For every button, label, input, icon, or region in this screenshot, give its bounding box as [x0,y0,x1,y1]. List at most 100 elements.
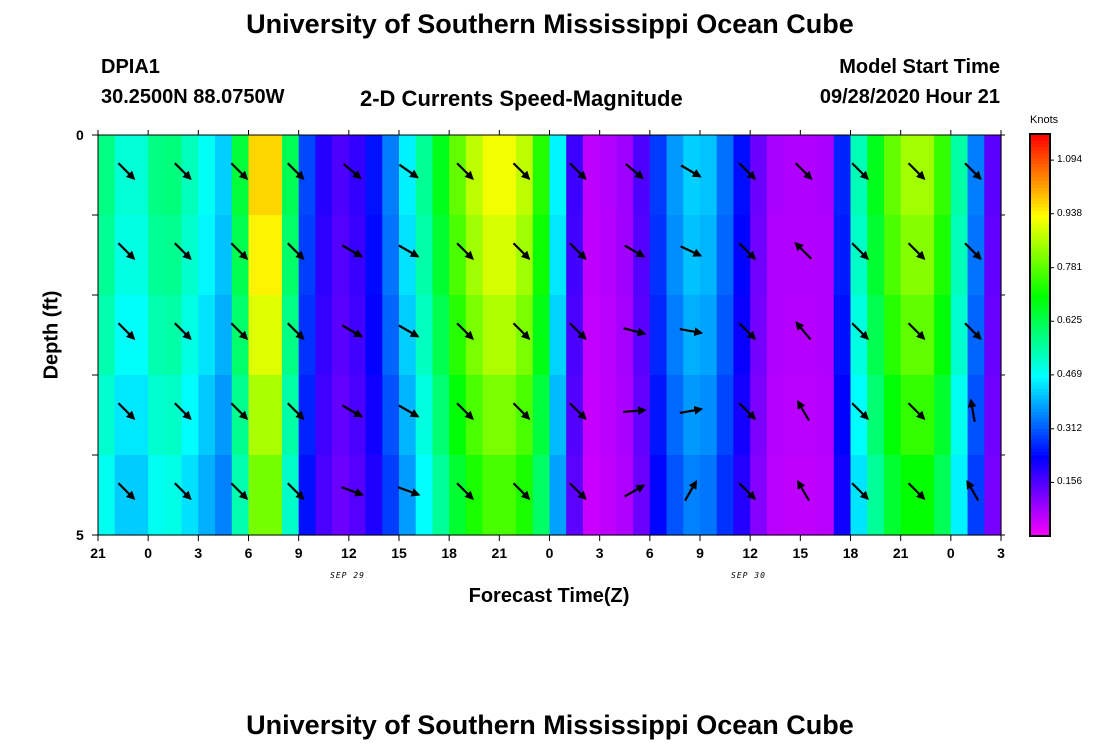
x-tick-label: 0 [946,545,955,561]
colorbar-swatch [1030,278,1050,282]
colorbar-swatch [1030,324,1050,329]
colorbar-swatch [1030,479,1050,483]
colorbar-swatch [1030,268,1050,272]
colorbar-swatch [1030,207,1050,212]
colorbar-swatch [1030,197,1050,202]
heat-cell [649,455,668,536]
heat-cell [950,215,969,296]
colorbar [1029,133,1054,537]
heat-cell [365,375,383,456]
heat-cell [98,455,116,536]
heat-cell [382,215,400,296]
heat-cell [281,375,300,456]
heat-cell [700,375,718,456]
colorbar-swatch [1030,154,1050,159]
colorbar-swatch [1030,251,1050,256]
current-vector [230,402,249,421]
colorbar-swatch [1030,274,1050,279]
current-vector [512,482,531,501]
heat-cell [465,215,484,296]
heat-cell [616,375,634,456]
current-vector [286,322,305,341]
colorbar-swatch [1030,432,1050,437]
heat-cell [817,215,835,296]
colorbar-swatch [1030,368,1050,373]
heat-cell [633,455,651,536]
colorbar-swatch [1030,345,1050,349]
colorbar-swatch [1030,472,1050,477]
heat-cell [432,375,450,456]
heat-cell [900,375,918,456]
heat-cell [482,295,500,376]
heat-cell [281,455,300,536]
colorbar-swatch [1030,455,1050,460]
heat-cell [783,215,801,296]
colorbar-swatch [1030,338,1050,343]
colorbar-swatch [1030,187,1050,192]
heat-cell [482,375,500,456]
heat-cell [716,295,735,376]
heat-cell [750,295,768,376]
colorbar-swatch [1030,405,1050,410]
heat-cell [750,215,768,296]
colorbar-swatch [1030,505,1050,510]
current-vector [456,242,474,261]
heat-cell [566,375,584,456]
heat-cell [231,375,250,456]
current-vector [341,486,364,497]
date-label-1: SEP 29 [330,571,365,580]
colorbar-swatch [1030,341,1050,346]
heat-cell [582,295,601,376]
colorbar-swatch [1030,525,1050,530]
heat-cell [248,455,266,536]
heat-cell [599,135,617,216]
heat-cell [449,295,467,376]
heat-cell [633,295,651,376]
colorbar-swatch [1030,184,1050,189]
current-vector [569,402,587,421]
heat-cell [934,455,952,536]
heat-cell [833,215,852,296]
heat-cell [131,455,149,536]
current-vector [738,482,757,501]
heat-cell [783,135,801,216]
colorbar-swatch [1030,529,1050,534]
heat-cell [867,135,885,216]
current-vector [680,164,702,178]
current-vector [964,162,982,181]
heat-cell [215,295,233,376]
heat-cell [582,455,601,536]
heat-cell [382,455,400,536]
current-vector [230,482,249,501]
x-tick-label: 3 [997,545,1005,561]
colorbar-swatch [1030,378,1050,383]
heat-cell [148,295,166,376]
heat-cell [465,455,484,536]
heat-cell [549,295,567,376]
heat-cell [783,295,801,376]
heat-cell [900,215,918,296]
current-vector [794,241,813,260]
colorbar-swatch [1030,177,1050,182]
heat-cell [867,375,885,456]
heat-cell [582,215,601,296]
colorbar-swatch [1030,418,1050,423]
heat-cell [198,295,216,376]
station-coords: 30.2500N 88.0750W [101,86,285,108]
heat-cell [700,295,718,376]
heat-cell [281,215,300,296]
colorbar-swatch [1030,204,1050,209]
heat-cell [850,455,868,536]
current-vector [397,486,421,497]
colorbar-swatch [1030,244,1050,249]
colorbar-swatch [1030,415,1050,420]
x-tick-label: 0 [144,545,153,561]
colorbar-swatch [1030,395,1050,400]
heat-cell [131,295,149,376]
heat-cell [582,375,601,456]
x-tick-label: 18 [842,545,859,561]
current-vector [286,162,305,181]
colorbar-swatch [1030,365,1050,370]
heat-cell [817,455,835,536]
heat-cell [231,215,250,296]
